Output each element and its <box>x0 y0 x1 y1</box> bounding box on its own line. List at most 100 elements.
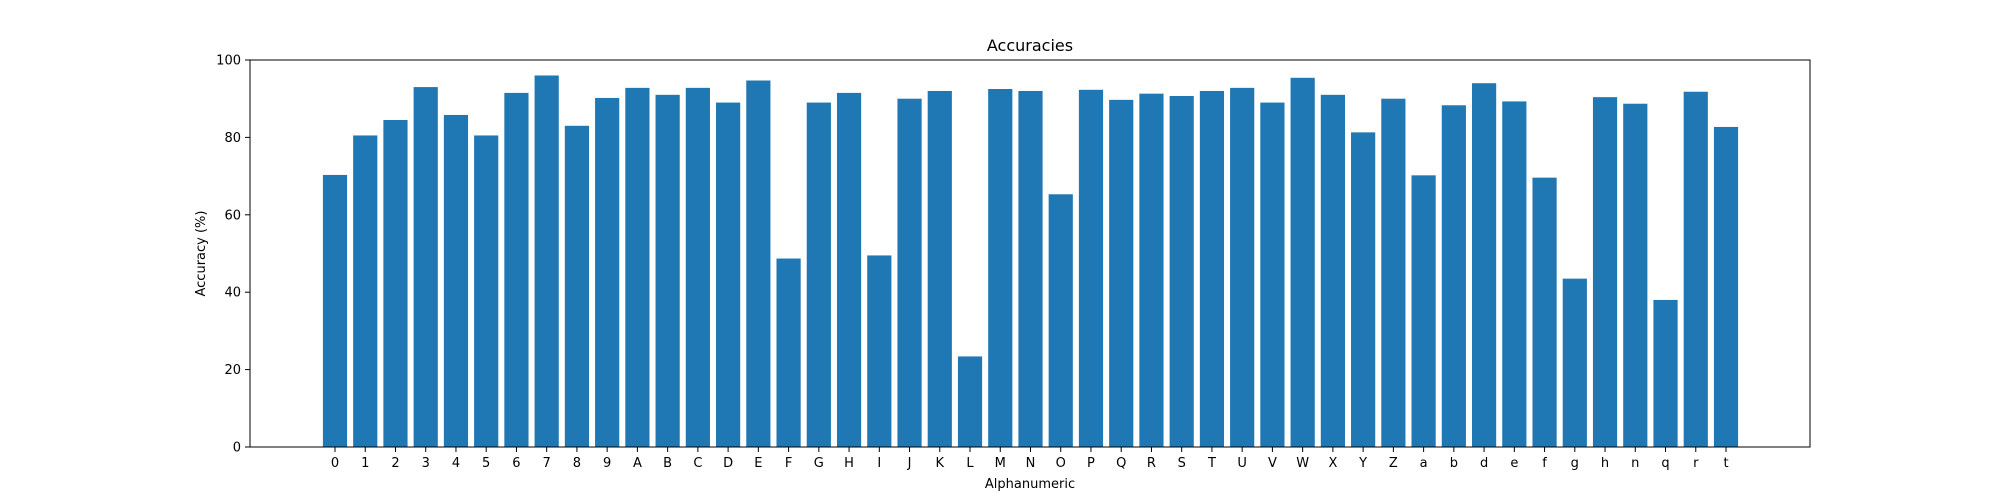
x-tick-label: J <box>907 456 912 471</box>
bar-X <box>1320 94 1345 447</box>
bar-5 <box>474 135 499 447</box>
bar-T <box>1199 90 1225 448</box>
bar-S <box>1169 95 1194 448</box>
x-tick-label: A <box>633 456 642 471</box>
y-tick-label: 0 <box>233 441 241 456</box>
x-tick-label: B <box>663 456 672 471</box>
x-tick-label: T <box>1207 456 1216 471</box>
bar-F <box>776 258 801 447</box>
bar-Q <box>1109 99 1134 448</box>
bar-9 <box>595 97 620 448</box>
x-tick-label: V <box>1268 456 1277 471</box>
bar-A <box>625 87 650 448</box>
bar-b <box>1441 105 1466 447</box>
x-tick-label: U <box>1237 456 1247 471</box>
x-tick-label: a <box>1420 456 1428 471</box>
x-tick-label: I <box>877 456 881 471</box>
y-axis-label: Accuracy (%) <box>194 211 209 297</box>
x-tick-label: S <box>1178 456 1186 471</box>
bar-B <box>655 94 680 447</box>
x-tick-label: 6 <box>512 456 520 471</box>
bar-Y <box>1351 132 1376 447</box>
bar-n <box>1623 103 1648 447</box>
x-tick-label: r <box>1693 456 1699 471</box>
plot-area-frame <box>249 59 1811 448</box>
bars-group <box>322 75 1739 448</box>
x-tick-label: R <box>1147 456 1156 471</box>
bar-J <box>897 98 922 447</box>
bar-a <box>1411 175 1436 447</box>
bar-q <box>1653 299 1678 447</box>
bar-r <box>1683 91 1708 447</box>
x-tick-label: 0 <box>331 456 339 471</box>
bar-t <box>1713 126 1739 447</box>
x-tick-label: b <box>1450 456 1458 471</box>
x-tick-label: M <box>995 456 1006 471</box>
bar-7 <box>534 75 559 447</box>
bar-e <box>1502 101 1527 447</box>
bar-8 <box>564 125 590 447</box>
x-tick-label: C <box>693 456 702 471</box>
y-tick-label: 60 <box>224 208 241 223</box>
chart-title: Accuracies <box>987 36 1073 55</box>
bar-R <box>1139 93 1164 448</box>
bar-N <box>1018 90 1043 448</box>
x-tick-label: f <box>1542 456 1547 471</box>
x-tick-label: n <box>1631 456 1639 471</box>
x-tick-label: t <box>1723 456 1728 471</box>
bar-U <box>1230 87 1255 448</box>
bar-G <box>806 102 831 447</box>
bar-D <box>716 102 741 447</box>
y-tick-label: 20 <box>224 363 241 378</box>
x-tick-label: K <box>936 456 945 471</box>
x-tick-label: 4 <box>452 456 460 471</box>
bar-E <box>746 80 771 447</box>
x-axis-label: Alphanumeric <box>985 477 1075 492</box>
x-tick-label: Q <box>1116 456 1126 471</box>
bar-3 <box>413 87 438 447</box>
bar-L <box>957 356 983 447</box>
x-tick-label: q <box>1661 456 1669 471</box>
x-tick-label: W <box>1296 456 1309 471</box>
x-tick-label: P <box>1087 456 1095 471</box>
x-tick-label: h <box>1601 456 1609 471</box>
x-tick-label: Z <box>1389 456 1398 471</box>
x-tick-label: 8 <box>573 456 581 471</box>
bar-6 <box>504 92 529 447</box>
bar-O <box>1048 194 1073 447</box>
bar-H <box>836 92 862 447</box>
bar-g <box>1562 278 1587 447</box>
bar-f <box>1532 177 1557 447</box>
y-tick-label: 80 <box>224 131 241 146</box>
x-tick-label: D <box>723 456 733 471</box>
x-tick-label: g <box>1571 456 1579 471</box>
bar-h <box>1592 97 1618 448</box>
bar-C <box>685 87 710 448</box>
bar-4 <box>443 114 469 447</box>
bar-V <box>1260 102 1285 447</box>
x-tick-label: 9 <box>603 456 611 471</box>
bar-K <box>927 90 952 448</box>
x-tick-label: H <box>844 456 854 471</box>
bar-P <box>1078 89 1104 448</box>
x-tick-label: 5 <box>482 456 490 471</box>
bar-W <box>1290 77 1315 448</box>
x-tick-label: N <box>1026 456 1036 471</box>
bar-I <box>867 255 892 447</box>
x-tick-label: 2 <box>391 456 399 471</box>
x-tick-label: L <box>966 456 974 471</box>
x-tick-label: 1 <box>361 456 369 471</box>
bar-d <box>1471 83 1497 447</box>
y-tick-label: 40 <box>224 286 241 301</box>
bar-2 <box>383 119 408 448</box>
y-ticks-group: 0 20 40 60 80 100 <box>216 54 250 456</box>
bar-1 <box>353 135 378 447</box>
x-tick-label: d <box>1480 456 1488 471</box>
x-tick-label: O <box>1056 456 1066 471</box>
bar-0 <box>322 174 348 447</box>
x-tick-label: G <box>814 456 824 471</box>
x-tick-label: e <box>1510 456 1518 471</box>
